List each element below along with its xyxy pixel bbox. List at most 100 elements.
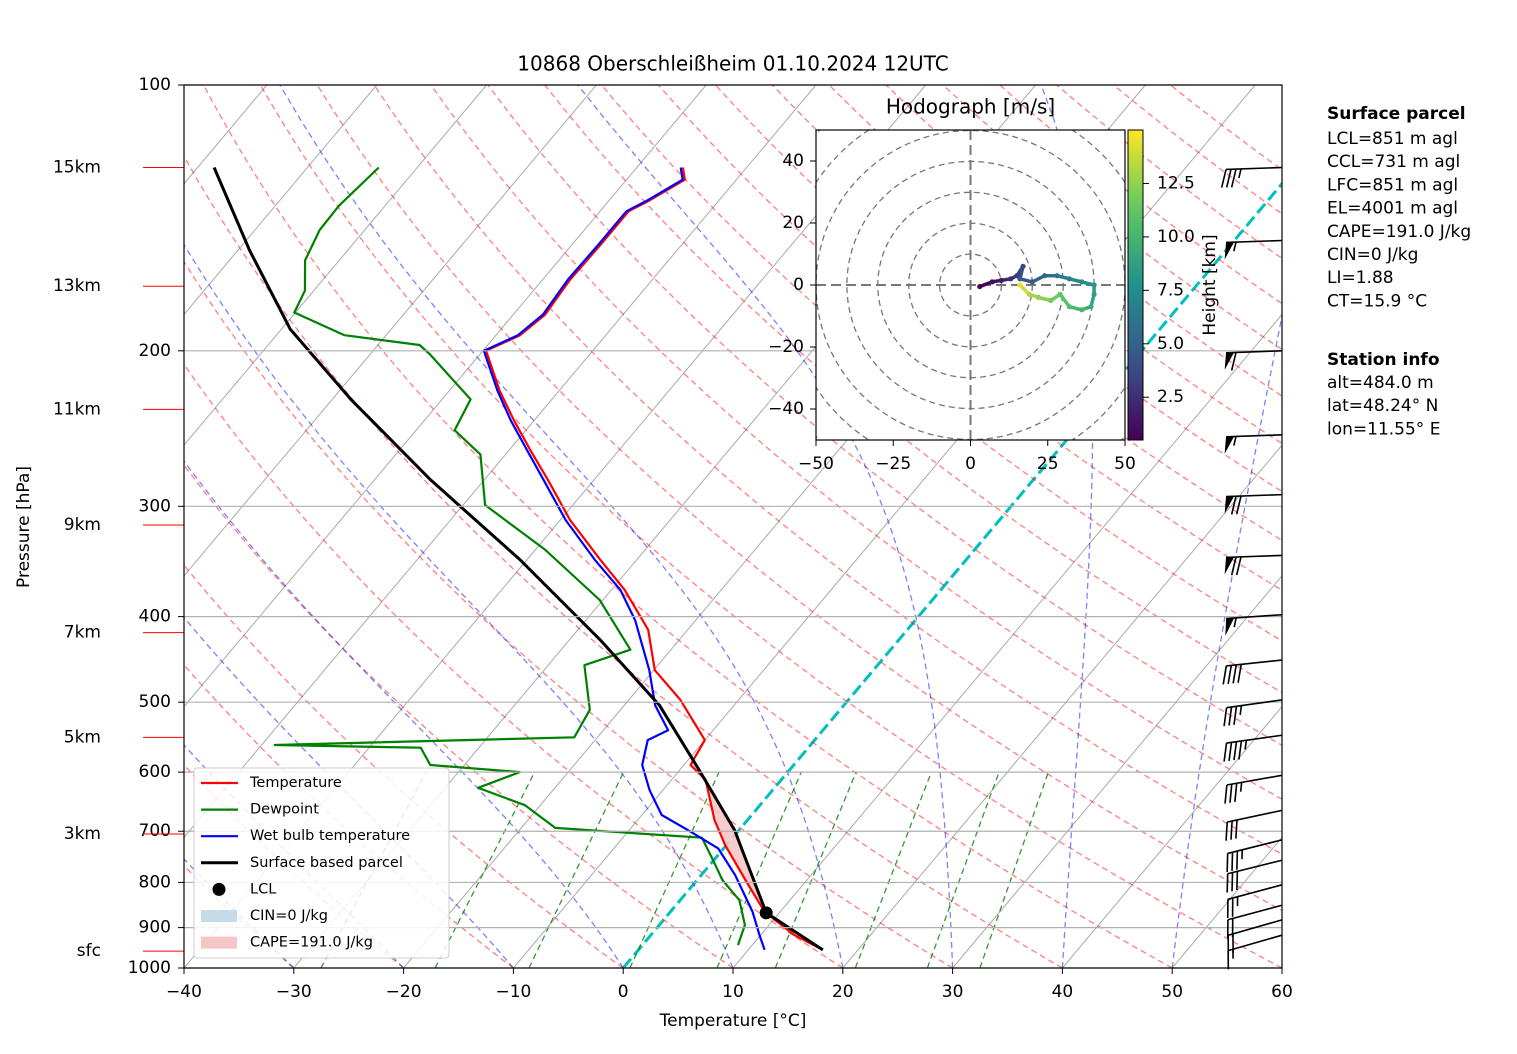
dry-adiabat: [184, 564, 624, 968]
legend-box: [193, 767, 450, 959]
barb-staff: [1227, 904, 1283, 921]
barb-staff: [1226, 734, 1283, 744]
dry-adiabat: [259, 85, 1282, 968]
parcel-info-line: CCL=731 m agl: [1327, 152, 1460, 172]
wind-barb: [1224, 350, 1283, 371]
hodograph-point: [1057, 291, 1063, 297]
barb-full: [1233, 706, 1238, 725]
parcel-info-line: LI=1.88: [1327, 268, 1394, 288]
plot-frame: [183, 84, 1283, 969]
wind-barb: [1222, 659, 1283, 685]
legend-label: Dewpoint: [250, 802, 319, 818]
barb-half: [1239, 705, 1243, 715]
barb-full: [1230, 496, 1237, 515]
hodograph-point: [1066, 276, 1072, 282]
y-tick-label: 400: [139, 607, 171, 627]
isotherm: [184, 85, 487, 446]
wind-barb: [1224, 774, 1283, 804]
moist-adiabat: [1171, 312, 1282, 968]
height-tick-label: 7km: [64, 623, 101, 643]
x-tick-label: −20: [386, 982, 422, 1002]
x-tick-label: −10: [495, 982, 531, 1002]
legend-label: CAPE=191.0 J/kg: [250, 935, 373, 951]
legend-label: Surface based parcel: [250, 855, 403, 871]
colorbar-label: Height [km]: [1200, 234, 1220, 335]
wind-barb: [1224, 493, 1283, 515]
barb-flag: [1224, 436, 1235, 454]
hodograph-point: [1091, 291, 1097, 297]
x-tick-label: 30: [942, 982, 964, 1002]
wind-barb: [1223, 699, 1283, 727]
wind-barb: [1224, 554, 1283, 576]
barb-full: [1237, 664, 1243, 683]
barb-staff: [1227, 934, 1283, 952]
mixing-ratio-line: [774, 771, 857, 968]
station-info-line: alt=484.0 m: [1327, 373, 1434, 393]
y-tick-label: 300: [139, 496, 171, 516]
parcel-info-line: LCL=851 m agl: [1327, 129, 1458, 149]
barb-full: [1232, 664, 1238, 684]
hodograph-point: [1017, 276, 1023, 282]
y-tick-label: 1000: [128, 958, 171, 978]
y-tick-label: 500: [139, 692, 171, 712]
freezing-isotherm: [622, 181, 1282, 968]
parcel-info-line: CIN=0 J/kg: [1327, 245, 1418, 265]
legend-label: CIN=0 J/kg: [250, 908, 328, 924]
barb-staff: [1226, 699, 1283, 709]
legend-label: Wet bulb temperature: [250, 828, 410, 844]
profiles: [212, 166, 824, 952]
hodograph-point: [1048, 297, 1054, 304]
x-tick-label: 50: [1114, 454, 1136, 474]
legend-label: LCL: [250, 881, 276, 897]
wind-barb: [1220, 166, 1283, 188]
hodograph-point: [1026, 291, 1032, 297]
y-tick-label: 20: [782, 213, 804, 233]
profile-line: [485, 167, 824, 951]
barb-full: [1230, 352, 1237, 371]
dry-adiabat: [373, 85, 1282, 855]
barb-staff: [1226, 554, 1283, 559]
barb-full: [1224, 784, 1228, 804]
profile-line: [273, 166, 747, 946]
barb-full: [1234, 783, 1238, 802]
dry-adiabat: [184, 154, 1063, 968]
wind-barb: [1225, 809, 1283, 841]
legend-label: Temperature: [249, 775, 342, 791]
dry-adiabat: [203, 85, 1173, 968]
barb-full: [1230, 168, 1237, 188]
colorbar-tick-label: 5.0: [1157, 334, 1184, 354]
dry-adiabat: [184, 260, 953, 968]
dry-adiabat: [430, 85, 1282, 800]
barb-flag: [1224, 242, 1235, 260]
hodograph-point: [1042, 273, 1048, 279]
mixing-ratio-line: [629, 771, 720, 968]
wind-barb: [1226, 839, 1283, 873]
moist-adiabat: [279, 85, 844, 968]
barb-half: [1233, 436, 1237, 446]
hodograph-point: [1088, 304, 1094, 310]
x-tick-label: −40: [166, 982, 202, 1002]
wind-barb: [1226, 859, 1283, 893]
mixing-ratio-line: [434, 771, 536, 968]
wind-barb: [1224, 239, 1283, 260]
cape-area: [706, 781, 820, 948]
barb-full: [1230, 820, 1233, 840]
y-tick-label: 0: [793, 275, 804, 295]
barb-staff: [1226, 493, 1283, 498]
mixing-ratio-line: [854, 771, 932, 968]
moist-adiabat: [184, 460, 624, 968]
colorbar-tick-label: 10.0: [1157, 227, 1195, 247]
barb-full: [1230, 556, 1237, 576]
barb-flag: [1224, 557, 1235, 575]
barb-full: [1228, 742, 1233, 761]
barb-full: [1233, 741, 1238, 761]
wind-barb: [1227, 934, 1283, 970]
lcl-marker: [759, 906, 773, 920]
dry-adiabat: [184, 464, 734, 968]
x-tick-label: 60: [1271, 982, 1293, 1002]
barb-half: [1244, 740, 1248, 750]
hodograph-point: [1079, 279, 1085, 285]
barb-full: [1223, 707, 1228, 727]
barb-full: [1222, 665, 1228, 685]
